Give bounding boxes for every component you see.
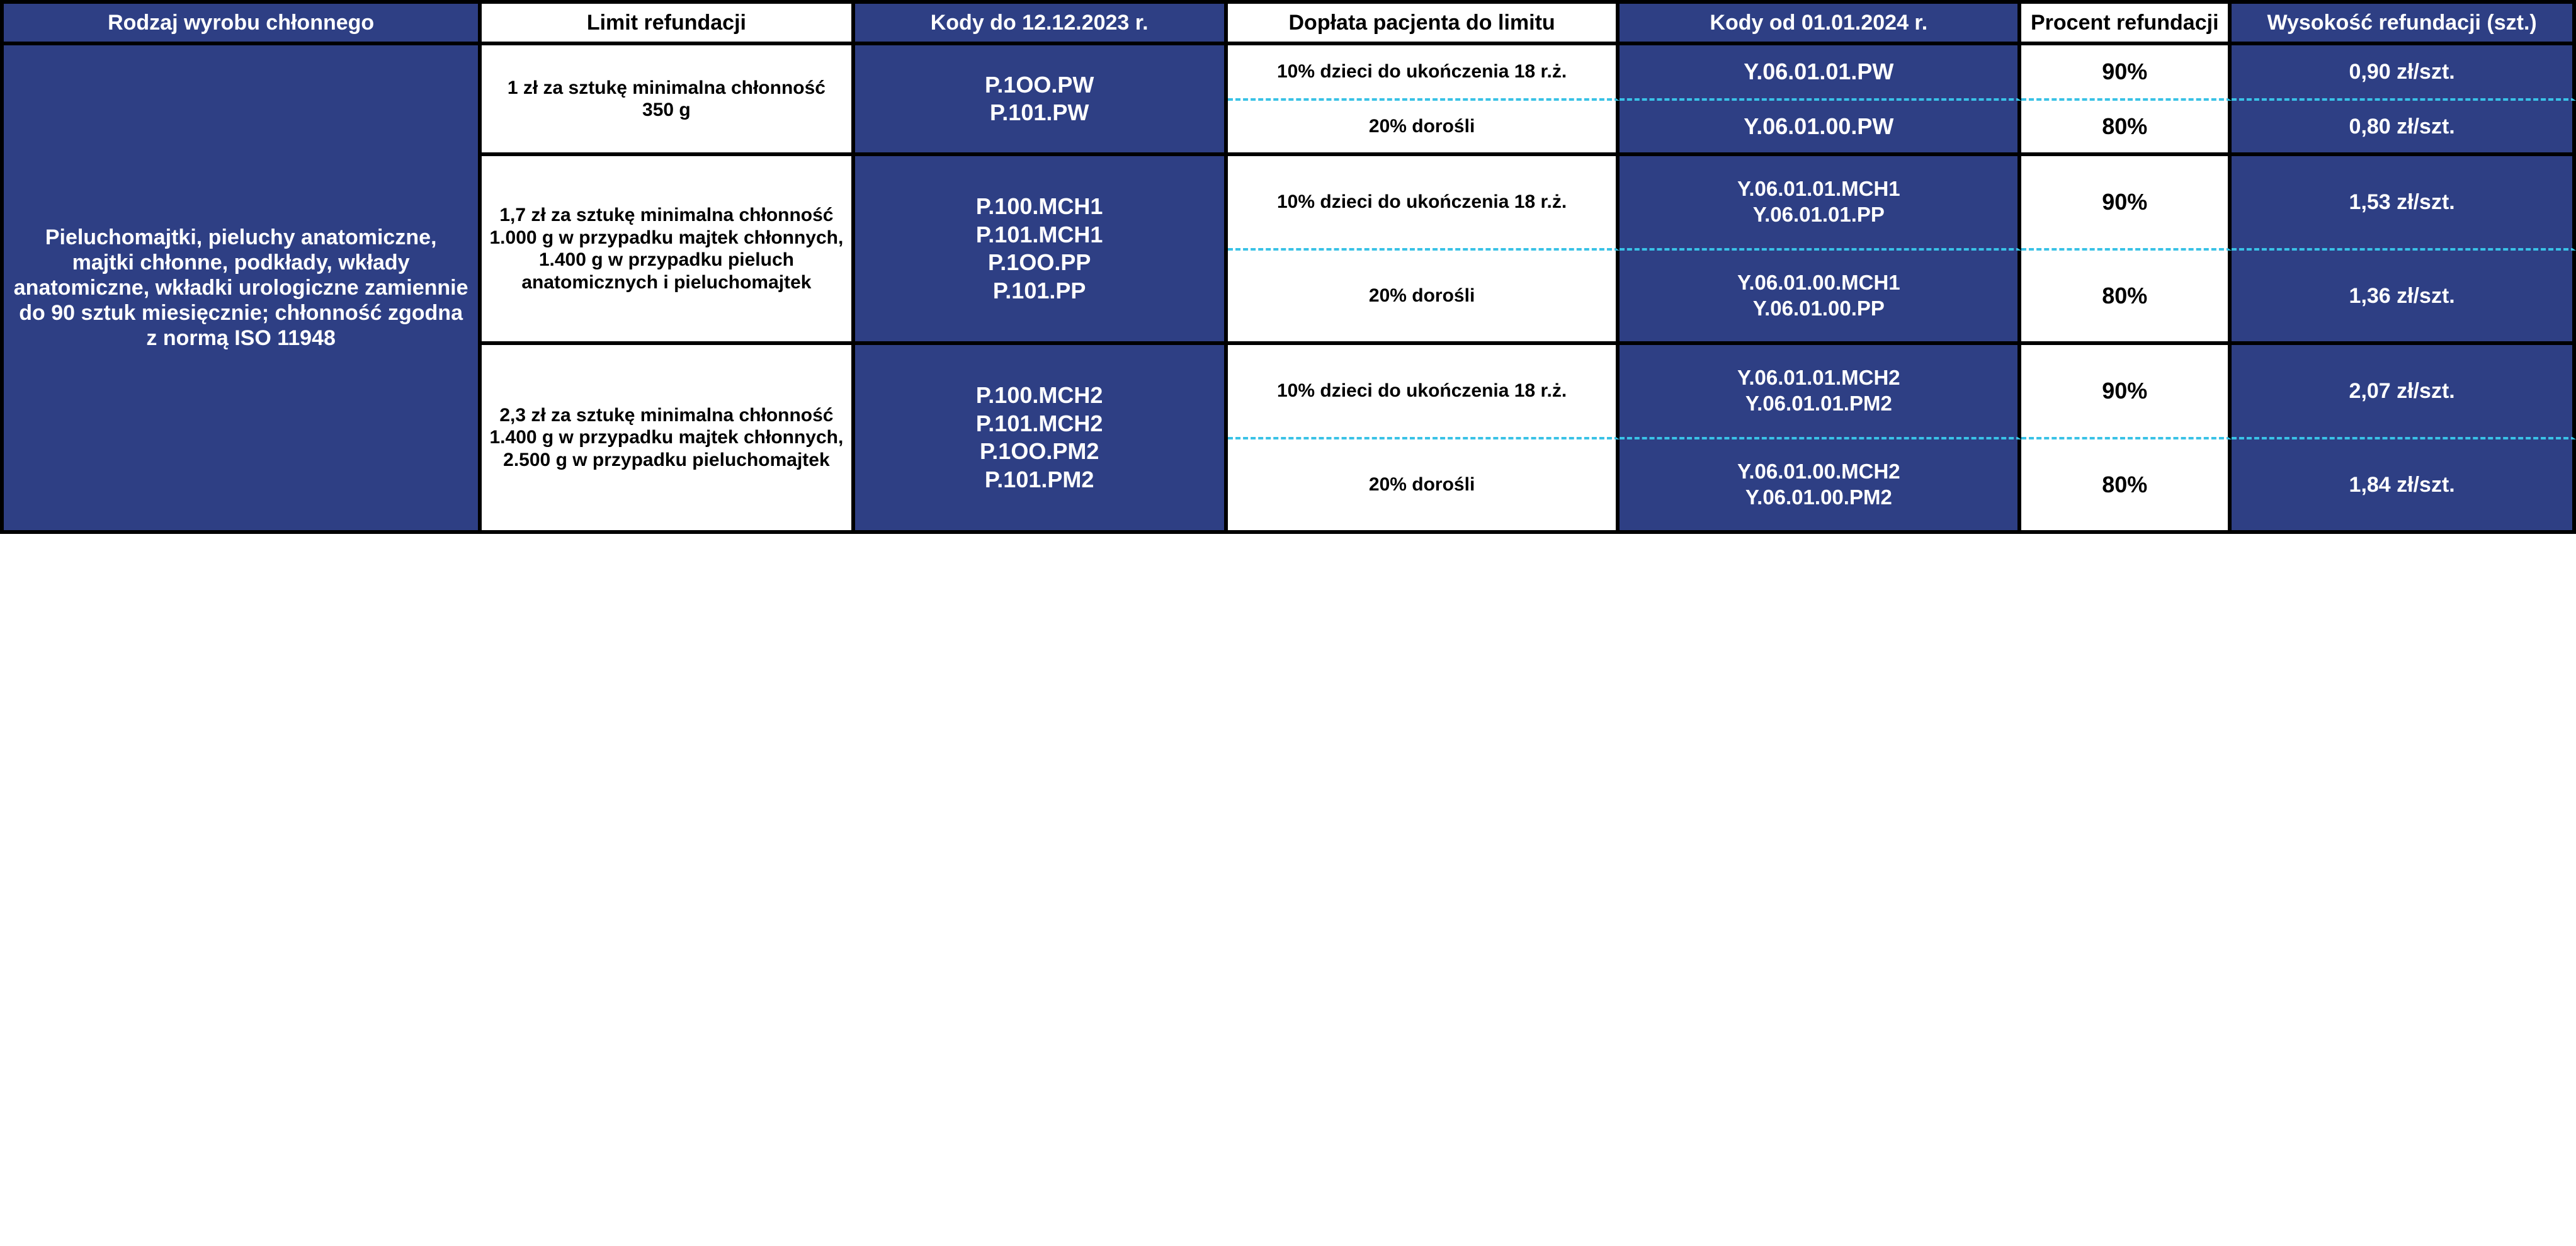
header-amount: Wysokość refundacji (szt.) [2232, 4, 2576, 45]
header-percent: Procent refundacji [2021, 4, 2232, 45]
g1-child-percent: 90% [2021, 45, 2232, 101]
code: Y.06.01.01.PP [1753, 203, 1885, 227]
g3-codes-old: P.100.MCH2 P.101.MCH2 P.1OO.PM2 P.101.PM… [855, 345, 1228, 534]
code: Y.06.01.00.MCH2 [1737, 460, 1900, 484]
g3-adult-codes-new: Y.06.01.00.MCH2 Y.06.01.00.PM2 [1620, 439, 2021, 534]
g1-adult-codes-new: Y.06.01.00.PW [1620, 101, 2021, 156]
g1-adult-amount: 0,80 zł/szt. [2232, 101, 2576, 156]
g3-adult-doplata: 20% dorośli [1228, 439, 1620, 534]
code: P.1OO.PM2 [980, 438, 1099, 465]
g2-adult-codes-new: Y.06.01.00.MCH1 Y.06.01.00.PP [1620, 251, 2021, 345]
code: P.1OO.PW [985, 72, 1094, 98]
g2-child-percent: 90% [2021, 156, 2232, 251]
g1-limit: 1 zł za sztukę minimalna chłonność 350 g [482, 45, 854, 156]
code: P.1OO.PP [988, 249, 1091, 276]
g1-child-codes-new: Y.06.01.01.PW [1620, 45, 2021, 101]
header-limit: Limit refundacji [482, 4, 854, 45]
g2-codes-old: P.100.MCH1 P.101.MCH1 P.1OO.PP P.101.PP [855, 156, 1228, 345]
header-doplata: Dopłata pacjenta do limitu [1228, 4, 1620, 45]
g3-child-percent: 90% [2021, 345, 2232, 439]
g1-codes-old: P.1OO.PW P.101.PW [855, 45, 1228, 156]
g3-child-amount: 2,07 zł/szt. [2232, 345, 2576, 439]
g1-adult-percent: 80% [2021, 101, 2232, 156]
code: P.101.PM2 [985, 467, 1094, 493]
g1-child-doplata: 10% dzieci do ukończenia 18 r.ż. [1228, 45, 1620, 101]
g2-limit: 1,7 zł za sztukę minimalna chłonność 1.0… [482, 156, 854, 345]
g3-child-doplata: 10% dzieci do ukończenia 18 r.ż. [1228, 345, 1620, 439]
g3-adult-percent: 80% [2021, 439, 2232, 534]
code: Y.06.01.01.MCH2 [1737, 366, 1900, 390]
code: Y.06.01.01.MCH1 [1737, 177, 1900, 201]
header-type: Rodzaj wyrobu chłonnego [4, 4, 482, 45]
code: P.101.MCH2 [976, 411, 1103, 437]
code: P.101.PW [990, 99, 1089, 126]
code: P.100.MCH2 [976, 382, 1103, 409]
code: P.101.MCH1 [976, 222, 1103, 248]
g2-child-amount: 1,53 zł/szt. [2232, 156, 2576, 251]
code: Y.06.01.00.MCH1 [1737, 271, 1900, 295]
code: Y.06.01.01.PM2 [1745, 392, 1892, 416]
g2-adult-amount: 1,36 zł/szt. [2232, 251, 2576, 345]
g3-child-codes-new: Y.06.01.01.MCH2 Y.06.01.01.PM2 [1620, 345, 2021, 439]
g1-adult-doplata: 20% dorośli [1228, 101, 1620, 156]
code: Y.06.01.00.PP [1753, 297, 1885, 321]
g2-adult-percent: 80% [2021, 251, 2232, 345]
header-codes-old: Kody do 12.12.2023 r. [855, 4, 1228, 45]
header-codes-new: Kody od 01.01.2024 r. [1620, 4, 2021, 45]
g2-child-codes-new: Y.06.01.01.MCH1 Y.06.01.01.PP [1620, 156, 2021, 251]
reimbursement-table: Rodzaj wyrobu chłonnego Limit refundacji… [0, 0, 2576, 534]
code: Y.06.01.00.PM2 [1745, 485, 1892, 510]
g2-child-doplata: 10% dzieci do ukończenia 18 r.ż. [1228, 156, 1620, 251]
code: P.101.PP [993, 278, 1086, 304]
code: P.100.MCH1 [976, 193, 1103, 220]
g3-adult-amount: 1,84 zł/szt. [2232, 439, 2576, 534]
g3-limit: 2,3 zł za sztukę minimalna chłonność 1.4… [482, 345, 854, 534]
g1-child-amount: 0,90 zł/szt. [2232, 45, 2576, 101]
g2-adult-doplata: 20% dorośli [1228, 251, 1620, 345]
product-type-label: Pieluchomajtki, pieluchy anatomiczne, ma… [4, 45, 482, 534]
